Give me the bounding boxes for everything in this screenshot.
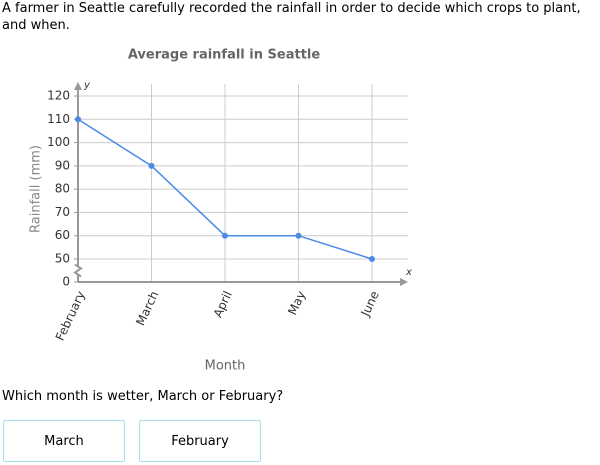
y-axis-arrow	[74, 82, 82, 90]
data-point	[75, 116, 81, 123]
y-tick-label: 110	[47, 112, 70, 126]
y-tick-label: 70	[55, 205, 70, 219]
axis-break	[73, 263, 83, 278]
question-intro: A farmer in Seattle carefully recorded t…	[2, 1, 581, 33]
chart: Average rainfall in Seattle Month Rainfa…	[29, 48, 413, 374]
y-axis-letter: y	[83, 80, 91, 91]
data-point	[369, 256, 375, 262]
data-point	[295, 232, 302, 239]
y-tick-label: 90	[55, 158, 70, 172]
question: Which month is wetter, March or February…	[2, 389, 284, 404]
data-point	[222, 232, 228, 239]
x-axis-arrow	[400, 278, 408, 286]
x-axis-label: Month	[205, 359, 246, 374]
answer-button[interactable]: March	[3, 420, 125, 462]
y-tick-label: 80	[55, 182, 70, 196]
y-tick-label: 0	[62, 275, 70, 289]
x-tick-label: March	[133, 289, 161, 328]
data-point	[148, 162, 155, 169]
x-axis-letter: x	[405, 267, 412, 278]
y-tick-label: 50	[55, 252, 70, 266]
x-tick-label: April	[211, 289, 235, 320]
x-tick-label: June	[358, 289, 382, 320]
y-tick-label: 120	[47, 89, 70, 103]
x-tick-label: February	[53, 289, 88, 343]
y-tick-label: 60	[55, 228, 70, 242]
x-tick-label: May	[285, 289, 308, 317]
y-tick-label: 100	[47, 135, 70, 149]
y-axis-label: Rainfall (mm)	[29, 145, 44, 233]
answer-button[interactable]: February	[139, 420, 261, 462]
chart-title: Average rainfall in Seattle	[128, 48, 321, 63]
